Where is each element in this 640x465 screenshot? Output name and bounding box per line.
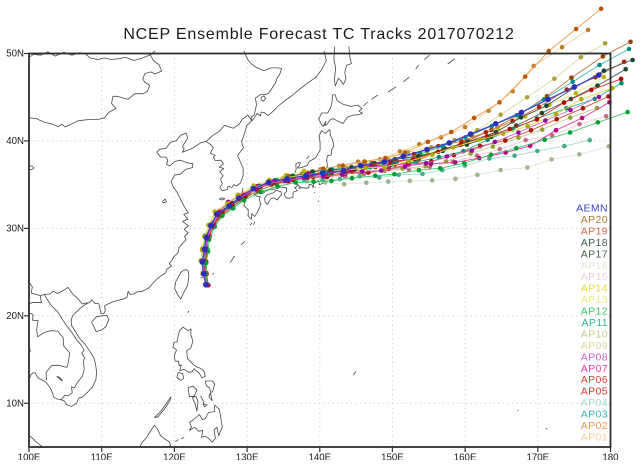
svg-text:AP04: AP04 (581, 397, 608, 409)
svg-text:AP15: AP15 (581, 271, 608, 283)
svg-text:130E: 130E (236, 453, 259, 461)
svg-text:150E: 150E (381, 453, 404, 461)
svg-text:AP09: AP09 (581, 340, 608, 352)
svg-text:50N: 50N (6, 49, 24, 60)
svg-text:AP17: AP17 (581, 248, 608, 260)
svg-text:AP03: AP03 (581, 409, 608, 421)
svg-text:170E: 170E (526, 453, 549, 461)
svg-text:40N: 40N (6, 136, 24, 147)
svg-text:120E: 120E (163, 453, 186, 461)
svg-text:100E: 100E (18, 453, 41, 461)
svg-text:AP14: AP14 (581, 283, 608, 295)
svg-text:AP12: AP12 (581, 306, 608, 318)
svg-text:30N: 30N (6, 224, 24, 235)
svg-text:AP07: AP07 (581, 363, 608, 375)
svg-text:160E: 160E (454, 453, 477, 461)
svg-text:AP02: AP02 (581, 420, 608, 432)
svg-text:10N: 10N (6, 399, 24, 410)
svg-text:AP16: AP16 (581, 260, 608, 272)
svg-text:AP01: AP01 (581, 432, 608, 444)
svg-text:AEMN: AEMN (576, 203, 608, 215)
svg-text:AP08: AP08 (581, 351, 608, 363)
svg-text:AP05: AP05 (581, 386, 608, 398)
svg-text:AP10: AP10 (581, 328, 608, 340)
svg-text:140E: 140E (308, 453, 331, 461)
svg-text:NCEP Ensemble Forecast TC Trac: NCEP Ensemble Forecast TC Tracks 2017070… (123, 26, 514, 43)
svg-text:AP11: AP11 (581, 317, 608, 329)
svg-text:AP19: AP19 (581, 225, 608, 237)
svg-text:AP06: AP06 (581, 374, 608, 386)
svg-text:20N: 20N (6, 311, 24, 322)
svg-text:AP20: AP20 (581, 214, 608, 226)
svg-text:AP13: AP13 (581, 294, 608, 306)
svg-text:180: 180 (602, 453, 619, 461)
svg-text:AP18: AP18 (581, 237, 608, 249)
svg-text:110E: 110E (91, 453, 113, 461)
